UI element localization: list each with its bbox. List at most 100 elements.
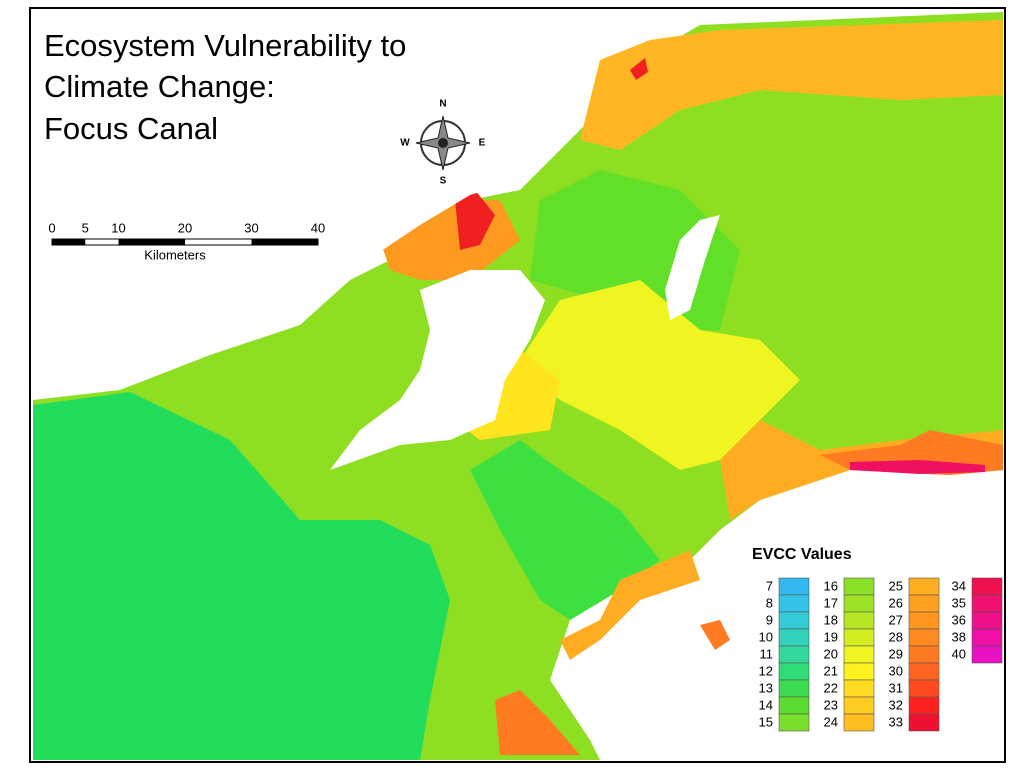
legend-swatch — [778, 696, 810, 715]
scale-label: 20 — [178, 220, 192, 235]
legend-label: 15 — [759, 714, 773, 729]
legend-swatch — [971, 577, 1003, 596]
compass-east: E — [479, 138, 486, 149]
legend-label: 40 — [952, 646, 966, 661]
legend-label: 19 — [824, 629, 838, 644]
title-line: Ecosystem Vulnerability to — [44, 28, 406, 63]
legend-label: 11 — [760, 646, 774, 661]
region — [495, 690, 580, 755]
scale-bar: 0 5 10 20 30 40 Kilometers — [48, 220, 325, 262]
legend-swatch — [971, 594, 1003, 613]
scale-segment — [118, 239, 185, 245]
legend-swatch — [908, 679, 940, 698]
legend-label: 18 — [824, 612, 838, 627]
legend-label: 24 — [824, 714, 838, 729]
scale-segment — [52, 239, 86, 245]
legend-swatch — [908, 645, 940, 664]
scale-segment — [251, 239, 318, 245]
title-line: Focus Canal — [44, 111, 218, 146]
region — [850, 460, 985, 474]
compass: N S E W — [400, 99, 485, 187]
legend-swatch — [908, 611, 940, 630]
map-title: Ecosystem Vulnerability to Climate Chang… — [44, 28, 406, 146]
legend-label: 9 — [766, 612, 773, 627]
legend-swatch — [908, 696, 940, 715]
legend-label: 8 — [766, 595, 773, 610]
legend-swatch — [908, 577, 940, 596]
legend-label: 38 — [952, 629, 966, 644]
legend-swatch — [971, 645, 1003, 664]
legend-swatch — [843, 611, 875, 630]
region — [630, 58, 648, 80]
region — [470, 440, 660, 620]
region — [455, 190, 495, 250]
region — [33, 392, 450, 760]
legend-swatch — [908, 713, 940, 732]
region — [580, 20, 1003, 150]
legend-label: 16 — [824, 578, 838, 593]
legend-label: 10 — [759, 629, 773, 644]
legend-label: 29 — [889, 646, 903, 661]
region — [520, 280, 800, 470]
legend-label: 12 — [759, 663, 773, 678]
legend-swatch — [843, 713, 875, 732]
water — [330, 270, 545, 470]
scale-label: 5 — [82, 220, 89, 235]
legend-label: 35 — [952, 595, 966, 610]
legend-label: 13 — [759, 680, 773, 695]
legend-label: 7 — [766, 578, 773, 593]
legend-label: 26 — [889, 595, 903, 610]
legend-label: 20 — [824, 646, 838, 661]
map-regions — [33, 12, 1003, 760]
legend-label: 14 — [759, 697, 773, 712]
scale-label: 10 — [111, 220, 125, 235]
legend-label: 36 — [952, 612, 966, 627]
legend-swatch — [908, 628, 940, 647]
legend-swatch — [908, 594, 940, 613]
legend-swatch — [778, 611, 810, 630]
title-line: Climate Change: — [44, 69, 275, 104]
legend-swatch — [843, 577, 875, 596]
legend-swatch — [843, 696, 875, 715]
compass-north: N — [439, 99, 446, 110]
legend-swatch — [971, 611, 1003, 630]
legend-label: 32 — [889, 697, 903, 712]
legend-swatch — [843, 662, 875, 681]
legend-swatch — [778, 662, 810, 681]
legend-swatch — [971, 628, 1003, 647]
legend-swatch — [778, 577, 810, 596]
legend-label: 34 — [952, 578, 966, 593]
legend-label: 31 — [889, 680, 903, 695]
legend-swatch — [778, 679, 810, 698]
legend-swatch — [778, 713, 810, 732]
legend-label: 21 — [824, 663, 838, 678]
legend-swatch — [843, 645, 875, 664]
region — [560, 550, 700, 660]
legend-swatch — [843, 628, 875, 647]
legend-swatch — [908, 662, 940, 681]
legend-label: 25 — [889, 578, 903, 593]
region — [700, 620, 730, 650]
legend-label: 17 — [824, 595, 838, 610]
map-frame — [29, 7, 1006, 763]
water — [665, 215, 720, 320]
compass-south: S — [440, 176, 447, 187]
scale-label: 40 — [311, 220, 325, 235]
legend-label: 33 — [889, 714, 903, 729]
legend: EVCC Values 7 8 9 10 11 12 13 14 15 16 17 18 19 20 21 22… — [752, 546, 1003, 732]
legend-label: 22 — [824, 680, 838, 695]
legend-label: 23 — [824, 697, 838, 712]
water — [33, 12, 640, 395]
legend-swatch — [843, 594, 875, 613]
legend-swatch — [778, 594, 810, 613]
compass-center — [438, 138, 448, 148]
scale-label: 30 — [244, 220, 258, 235]
legend-title: EVCC Values — [752, 546, 852, 563]
legend-label: 28 — [889, 629, 903, 644]
legend-swatch — [778, 645, 810, 664]
legend-label: 30 — [889, 663, 903, 678]
legend-label: 27 — [889, 612, 903, 627]
legend-swatch — [843, 679, 875, 698]
compass-west: W — [400, 138, 410, 149]
